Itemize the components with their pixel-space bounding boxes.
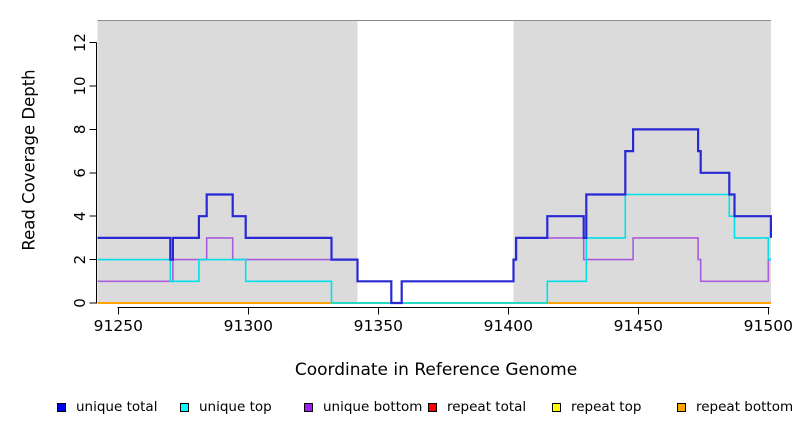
x-tick-label: 91400 [484,317,533,335]
legend-item-repeat-top: repeat top [552,399,642,415]
x-axis-label: Coordinate in Reference Genome [294,360,578,380]
legend-swatch-icon [304,402,313,412]
y-tick-label: 4 [71,211,89,221]
y-tick-label: 6 [71,168,89,178]
series-line-unique-total [97,128,772,305]
legend-item-repeat-bottom: repeat bottom [677,399,792,415]
legend-label: unique total [76,399,158,415]
legend-label: repeat top [571,399,642,415]
legend-label: repeat bottom [696,399,792,415]
y-tick-label: 10 [71,76,89,95]
legend-swatch-icon [552,402,561,412]
x-tick-label: 91300 [224,317,273,335]
legend-swatch-icon [180,402,189,412]
legend-swatch-icon [57,402,66,412]
x-tick-label: 91350 [354,317,403,335]
series-line-unique-top [97,193,771,304]
legend-label: unique top [199,399,272,415]
legend-label: repeat total [447,399,527,415]
coverage-gap-region [357,20,514,304]
legend-item-repeat-total: repeat total [428,399,527,415]
legend-swatch-icon [677,402,686,412]
y-tick-label: 8 [71,125,89,135]
y-axis-label: Read Coverage Depth [19,69,39,251]
legend-label: unique bottom [323,399,423,415]
y-tick-label: 12 [71,33,89,52]
left-repeat-shading [97,20,358,304]
y-tick-label: 0 [71,298,89,308]
legend-item-unique-total: unique total [57,399,158,415]
right-repeat-shading [513,20,771,304]
x-tick-label: 91450 [614,317,663,335]
x-tick-label: 91250 [94,317,143,335]
x-tick-label: 91500 [744,317,792,335]
y-tick-label: 2 [71,255,89,265]
legend-item-unique-bottom: unique bottom [304,399,423,415]
legend-swatch-icon [428,402,437,412]
legend-item-unique-top: unique top [180,399,272,415]
